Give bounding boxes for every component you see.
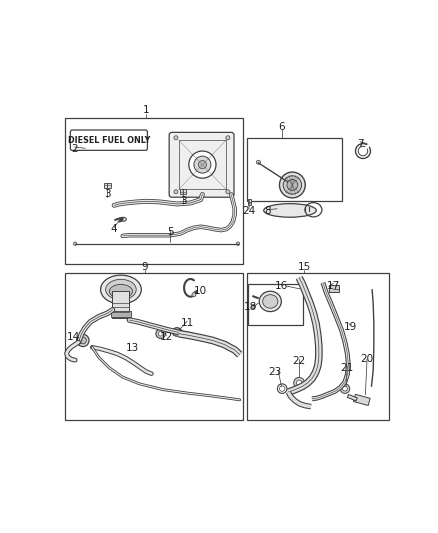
Text: 14: 14: [67, 332, 80, 342]
Circle shape: [251, 304, 255, 309]
FancyBboxPatch shape: [180, 189, 187, 195]
Bar: [247, 139, 342, 201]
Text: 9: 9: [141, 262, 148, 272]
Text: 2: 2: [71, 144, 78, 154]
Text: 1: 1: [143, 104, 150, 115]
Text: 17: 17: [326, 281, 340, 291]
Text: 22: 22: [293, 356, 306, 366]
Text: 18: 18: [244, 302, 257, 311]
Circle shape: [194, 156, 211, 173]
Circle shape: [77, 334, 89, 346]
Bar: [179, 140, 226, 189]
Text: 20: 20: [360, 354, 374, 364]
Text: 3: 3: [104, 190, 111, 199]
Text: 3: 3: [180, 196, 187, 206]
Ellipse shape: [110, 285, 132, 298]
Text: 16: 16: [275, 281, 288, 291]
Ellipse shape: [263, 295, 278, 308]
Text: 4: 4: [111, 224, 117, 234]
Circle shape: [158, 332, 163, 336]
Text: 24: 24: [242, 206, 255, 216]
FancyBboxPatch shape: [104, 183, 111, 188]
Text: 19: 19: [343, 322, 357, 332]
Text: 6: 6: [278, 122, 285, 132]
Text: 12: 12: [160, 332, 173, 342]
FancyBboxPatch shape: [169, 132, 234, 197]
Bar: [353, 394, 370, 406]
Ellipse shape: [120, 217, 127, 221]
Bar: [65, 272, 243, 420]
Text: 8: 8: [265, 206, 271, 216]
Bar: [329, 285, 339, 292]
Circle shape: [294, 377, 304, 389]
Ellipse shape: [259, 291, 281, 312]
FancyBboxPatch shape: [247, 199, 251, 205]
Circle shape: [340, 384, 350, 393]
Circle shape: [192, 293, 196, 297]
Bar: [247, 272, 389, 420]
Ellipse shape: [172, 328, 182, 336]
Circle shape: [174, 136, 178, 140]
Circle shape: [279, 172, 305, 198]
Ellipse shape: [264, 204, 316, 217]
Circle shape: [279, 386, 285, 391]
Ellipse shape: [174, 329, 180, 334]
Ellipse shape: [101, 275, 141, 304]
Circle shape: [343, 386, 347, 391]
Circle shape: [226, 190, 230, 194]
Text: DIESEL FUEL ONLY: DIESEL FUEL ONLY: [68, 136, 150, 144]
Circle shape: [198, 160, 206, 168]
Circle shape: [256, 160, 261, 164]
Text: 10: 10: [194, 286, 207, 296]
Circle shape: [237, 242, 240, 245]
Text: 21: 21: [341, 362, 354, 373]
Circle shape: [226, 136, 230, 140]
Circle shape: [156, 329, 166, 338]
Circle shape: [356, 143, 371, 158]
Circle shape: [297, 380, 302, 385]
Bar: [248, 285, 303, 325]
Bar: [111, 311, 131, 317]
Bar: [113, 291, 130, 318]
Ellipse shape: [106, 279, 136, 300]
Circle shape: [189, 151, 216, 178]
Text: 11: 11: [180, 318, 194, 328]
Circle shape: [277, 384, 287, 393]
Text: 5: 5: [167, 227, 173, 237]
Bar: [65, 118, 243, 264]
Text: 15: 15: [297, 262, 311, 272]
Text: 7: 7: [357, 139, 364, 149]
Text: 13: 13: [126, 343, 139, 353]
Circle shape: [287, 180, 298, 190]
Text: 23: 23: [268, 367, 281, 377]
Circle shape: [74, 242, 77, 245]
Circle shape: [358, 146, 368, 156]
Circle shape: [283, 176, 301, 194]
Circle shape: [80, 337, 86, 344]
Circle shape: [174, 190, 178, 194]
